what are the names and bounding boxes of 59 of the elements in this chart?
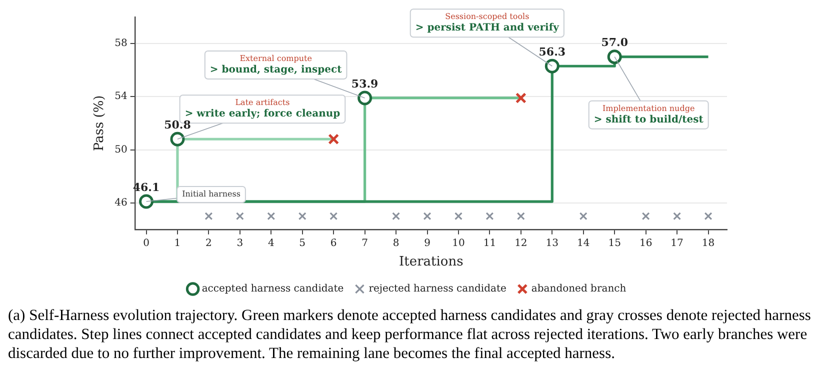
point <box>298 212 306 220</box>
x-axis-title: Iterations <box>399 254 464 270</box>
point <box>486 212 494 220</box>
x-tick-label: 15 <box>608 238 621 249</box>
x-tick-label: 13 <box>546 238 559 249</box>
data-label: 53.9 <box>351 77 378 90</box>
point <box>673 212 682 220</box>
point <box>236 212 244 220</box>
point <box>204 212 213 220</box>
point <box>267 212 276 220</box>
point <box>704 212 712 220</box>
x-tick-label: 17 <box>670 238 684 249</box>
legend-label: accepted harness candidate <box>202 284 344 295</box>
x-tick-label: 9 <box>424 238 430 249</box>
annotation: Late artifacts > write early; force cleanup <box>184 98 340 120</box>
legend-label: rejected harness candidate <box>368 284 507 295</box>
x-tick-label: 16 <box>639 238 652 249</box>
y-axis-title: Pass (%) <box>92 95 108 152</box>
data-label: 57.0 <box>601 36 628 50</box>
x-tick-label: 18 <box>702 238 715 249</box>
point <box>579 212 588 220</box>
x-tick-label: 8 <box>392 238 400 249</box>
legend-label: abandoned branch <box>531 284 627 295</box>
x-tick-label: 14 <box>577 238 590 249</box>
annotation: Session-scoped tools > persist PATH and verify <box>415 12 560 34</box>
x-tick-label: 0 <box>143 238 150 249</box>
annotation: Implementation nudge > shift to build/test <box>594 104 704 126</box>
annotation: Initial harness <box>182 190 240 199</box>
y-tick-label: 54 <box>114 91 128 102</box>
point <box>392 212 400 220</box>
x-tick-label: 11 <box>483 238 496 249</box>
x-tick-label: 1 <box>174 238 181 249</box>
x-tick-label: 2 <box>206 238 212 249</box>
x-tick-label: 5 <box>299 238 306 249</box>
x-tick-label: 3 <box>236 238 244 249</box>
point <box>516 212 525 220</box>
x-tick-label: 4 <box>268 238 274 249</box>
point <box>423 212 432 220</box>
data-label: 50.8 <box>164 118 192 132</box>
x-tick-label: 7 <box>362 238 368 249</box>
point <box>139 194 154 209</box>
x-tick-label: 12 <box>514 238 528 249</box>
annotation: External compute > bound, stage, inspect <box>210 54 342 76</box>
y-tick-label: 46 <box>114 197 128 208</box>
point <box>454 212 462 220</box>
data-label: 56.3 <box>538 45 566 58</box>
point <box>544 58 560 74</box>
point <box>170 132 185 146</box>
point <box>328 134 340 145</box>
point <box>515 92 526 104</box>
point <box>358 90 372 106</box>
x-tick-label: 10 <box>452 238 465 249</box>
x-tick-label: 6 <box>330 238 337 249</box>
y-tick-label: 50 <box>114 144 128 156</box>
point <box>607 50 622 64</box>
y-tick-label: 58 <box>114 38 128 50</box>
point <box>642 212 650 220</box>
point <box>330 212 338 220</box>
text: (a) Self-Harness evolution trajectory. Green markers denote accepted harness candidates and gray crosses denote rejected harness candidates. Step lines connect accepted candidates and keep performance flat across rejected iterations. Two early branches were discarded due to no further improvement. The remaining lane becomes the final accepted harness. <box>8 306 812 363</box>
